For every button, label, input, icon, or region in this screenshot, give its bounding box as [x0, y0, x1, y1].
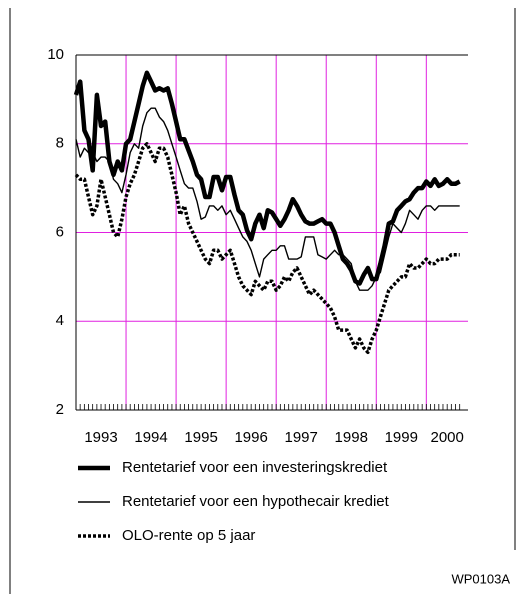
x-tick-label: 1995 [184, 429, 217, 446]
y-tick-label: 4 [56, 312, 64, 329]
x-tick-label: 1999 [385, 429, 418, 446]
x-tick-label: 2000 [430, 429, 463, 446]
y-tick-label: 6 [56, 223, 64, 240]
series-line [73, 70, 461, 286]
y-tick-label: 8 [56, 135, 64, 152]
legend-label: OLO-rente op 5 jaar [122, 527, 255, 544]
legend-label: Rentetarief voor een hypothecair krediet [122, 493, 390, 510]
x-tick-label: 1997 [285, 429, 318, 446]
y-tick-label: 2 [56, 401, 64, 418]
x-tick-label: 1996 [234, 429, 267, 446]
x-tick-label: 1993 [84, 429, 117, 446]
y-tick-label: 10 [47, 46, 64, 63]
series-line [74, 142, 460, 355]
series-line [75, 107, 460, 291]
footnote: WP0103A [451, 571, 510, 586]
x-tick-label: 1998 [335, 429, 368, 446]
x-tick-label: 1994 [134, 429, 167, 446]
legend-label: Rentetarief voor een investeringskrediet [122, 459, 388, 476]
